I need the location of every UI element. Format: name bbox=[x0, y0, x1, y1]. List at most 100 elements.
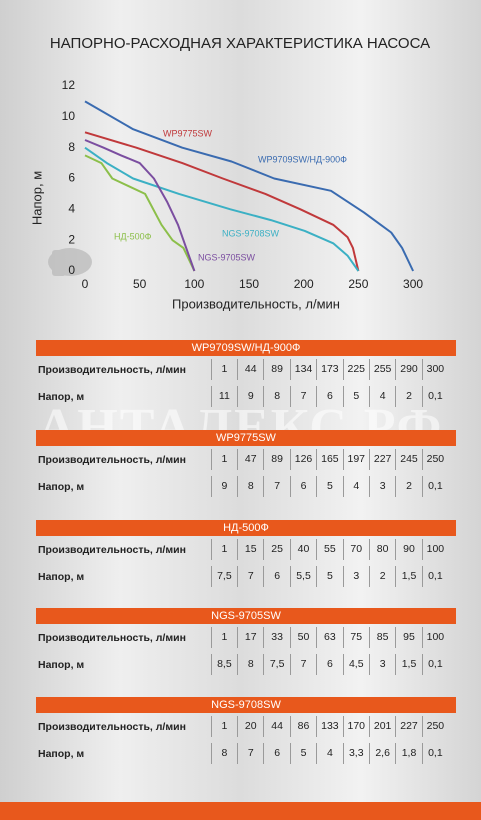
table-cell: 47 bbox=[237, 449, 263, 470]
table-cell: 4 bbox=[316, 743, 342, 764]
table-cell: 126 bbox=[289, 449, 316, 470]
table-cell: 1,8 bbox=[395, 743, 421, 764]
row-label: Напор, м bbox=[38, 570, 85, 583]
y-tick-label: 12 bbox=[62, 78, 76, 92]
table-cell: 225 bbox=[342, 359, 369, 380]
table-cell: 134 bbox=[289, 359, 316, 380]
series-label: NGS-9708SW bbox=[222, 228, 280, 238]
x-tick-label: 100 bbox=[184, 277, 204, 291]
table-cell: 7 bbox=[237, 566, 263, 587]
x-tick-label: 50 bbox=[133, 277, 147, 291]
table-cell: 89 bbox=[263, 359, 289, 380]
table-cell: 15 bbox=[237, 539, 263, 560]
table-cell: 5 bbox=[316, 476, 342, 497]
y-axis-label: Напор, м bbox=[29, 171, 44, 225]
series-label: НД-500Ф bbox=[114, 231, 152, 241]
series-label: WP9709SW/НД-900Ф bbox=[258, 154, 347, 164]
table-cell: 0,1 bbox=[421, 566, 448, 587]
table-cell: 6 bbox=[316, 654, 342, 675]
y-tick-label: 8 bbox=[68, 140, 75, 154]
y-tick-label: 6 bbox=[68, 171, 75, 185]
table-title: WP9709SW/НД-900Ф bbox=[36, 340, 456, 356]
table-cell: 3 bbox=[342, 566, 369, 587]
table-cell: 4 bbox=[342, 476, 369, 497]
x-tick-label: 200 bbox=[294, 277, 314, 291]
table-cell: 5 bbox=[342, 386, 369, 407]
table-cell: 40 bbox=[289, 539, 316, 560]
table-cell: 8 bbox=[237, 654, 263, 675]
chart: НАПОРНО-РАСХОДНАЯ ХАРАКТЕРИСТИКА НАСОСА … bbox=[29, 35, 430, 311]
series-label: WP9775SW bbox=[163, 128, 213, 138]
table-cell: 85 bbox=[368, 627, 395, 648]
table-cell: 3,3 bbox=[342, 743, 369, 764]
table-cell: 7,5 bbox=[263, 654, 289, 675]
table-cell: 75 bbox=[342, 627, 369, 648]
table-cell: 290 bbox=[395, 359, 421, 380]
table-cell: 245 bbox=[395, 449, 421, 470]
series-line bbox=[84, 154, 196, 272]
table-cell: 2 bbox=[395, 476, 421, 497]
table-row: Напор, м 8,5 8 7,5 7 6 4,5 3 1,5 0,1 bbox=[38, 651, 448, 678]
table-cell: 173 bbox=[316, 359, 342, 380]
table-cell: 90 bbox=[395, 539, 421, 560]
table-cell: 55 bbox=[316, 539, 342, 560]
table-cell: 1 bbox=[210, 449, 237, 470]
table-row: Производительность, л/мин 1 44 89 134 173 225 2… bbox=[38, 356, 448, 383]
table-cell: 9 bbox=[237, 386, 263, 407]
table-row: Напор, м 11 9 8 7 6 5 4 2 0,1 bbox=[38, 383, 448, 410]
row-label: Производительность, л/мин bbox=[38, 363, 186, 376]
table-cell: 70 bbox=[342, 539, 369, 560]
table-cell: 7,5 bbox=[210, 566, 237, 587]
table-row: Производительность, л/мин 1 47 89 126 165 197 2… bbox=[38, 446, 448, 473]
table-cell: 95 bbox=[395, 627, 421, 648]
series-line bbox=[84, 131, 360, 272]
table-row: Напор, м 8 7 6 5 4 3,3 2,6 1,8 0,1 bbox=[38, 740, 448, 767]
table-cell: 227 bbox=[395, 716, 421, 737]
table-cell: 17 bbox=[237, 627, 263, 648]
table-cell: 4,5 bbox=[342, 654, 369, 675]
table-cell: 8 bbox=[210, 743, 237, 764]
y-tick-label: 2 bbox=[68, 232, 75, 246]
table-cell: 3 bbox=[368, 476, 395, 497]
table-cell: 20 bbox=[237, 716, 263, 737]
table-cell: 4 bbox=[368, 386, 395, 407]
table-cell: 165 bbox=[316, 449, 342, 470]
pump-icon bbox=[48, 248, 92, 276]
table-cell: 197 bbox=[342, 449, 369, 470]
x-tick-label: 300 bbox=[403, 277, 423, 291]
table-cell: 6 bbox=[263, 743, 289, 764]
table-cell: 86 bbox=[289, 716, 316, 737]
row-label: Производительность, л/мин bbox=[38, 453, 186, 466]
table-cell: 6 bbox=[289, 476, 316, 497]
row-label: Напор, м bbox=[38, 480, 85, 493]
table-cell: 44 bbox=[237, 359, 263, 380]
row-label: Напор, м bbox=[38, 747, 85, 760]
series-label: NGS-9705SW bbox=[198, 252, 256, 262]
table-cell: 1 bbox=[210, 627, 237, 648]
table-cell: 2 bbox=[395, 386, 421, 407]
row-label: Производительность, л/мин bbox=[38, 720, 186, 733]
row-label: Производительность, л/мин bbox=[38, 543, 186, 556]
table-cell: 255 bbox=[368, 359, 395, 380]
table-cell: 9 bbox=[210, 476, 237, 497]
table-cell: 63 bbox=[316, 627, 342, 648]
table-cell: 0,1 bbox=[421, 654, 448, 675]
spec-table: WP9775SW Производительность, л/мин 1 47 89 12… bbox=[36, 430, 456, 500]
table-title: NGS-9708SW bbox=[36, 697, 456, 713]
table-row: Производительность, л/мин 1 17 33 50 63 75 85 95… bbox=[38, 624, 448, 651]
table-cell: 2,6 bbox=[368, 743, 395, 764]
y-tick-label: 0 bbox=[68, 263, 75, 277]
series-line bbox=[84, 146, 360, 272]
table-title: NGS-9705SW bbox=[36, 608, 456, 624]
table-cell: 1 bbox=[210, 716, 237, 737]
row-label: Напор, м bbox=[38, 390, 85, 403]
table-cell: 227 bbox=[368, 449, 395, 470]
footer-bar bbox=[0, 802, 481, 820]
series-line bbox=[84, 100, 415, 272]
spec-table: NGS-9708SW Производительность, л/мин 1 20 44… bbox=[36, 697, 456, 767]
table-cell: 1,5 bbox=[395, 654, 421, 675]
x-tick-label: 0 bbox=[82, 277, 89, 291]
spec-table: WP9709SW/НД-900Ф Производительность, л/ми… bbox=[36, 340, 456, 410]
table-cell: 50 bbox=[289, 627, 316, 648]
table-title: WP9775SW bbox=[36, 430, 456, 446]
